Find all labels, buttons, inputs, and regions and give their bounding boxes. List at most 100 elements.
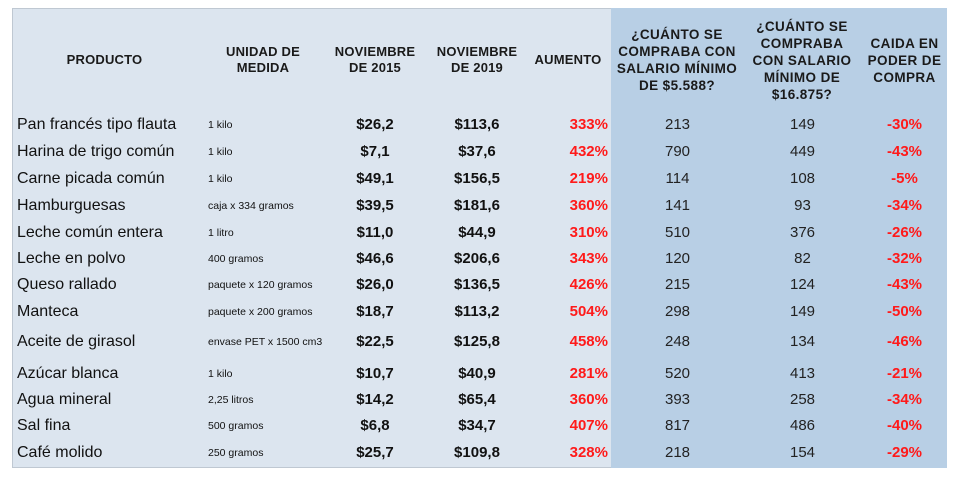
cell-cuanto-new: 108 — [789, 170, 816, 187]
header-unidad: UNIDAD DE MEDIDA — [225, 44, 301, 75]
cell-caida: -34% — [886, 391, 923, 408]
cell-nov2019: $37,6 — [458, 143, 496, 160]
cell-producto: Hamburguesas — [17, 197, 126, 214]
cell-caida: -21% — [886, 365, 923, 382]
cell-unidad: 1 litro — [208, 227, 234, 239]
cell-caida: -26% — [886, 224, 923, 241]
cell-nov2015: $46,6 — [356, 250, 394, 267]
cell-nov2019: $136,5 — [454, 276, 500, 293]
cell-aumento: 310% — [569, 224, 608, 241]
cell-producto: Queso rallado — [17, 276, 117, 293]
cell-cuanto-min: 114 — [665, 170, 690, 187]
cell-producto: Leche común entera — [17, 224, 163, 241]
cell-aumento: 219% — [569, 170, 608, 187]
table-row: Agua mineral 2,25 litros $14,2 $65,4 360% 393… — [0, 387, 960, 413]
cell-nov2015: $26,2 — [356, 116, 394, 133]
cell-cuanto-min: 817 — [664, 417, 691, 434]
cell-caida: -29% — [886, 444, 923, 461]
cell-cuanto-new: 413 — [789, 365, 816, 382]
cell-aumento: 360% — [569, 391, 608, 408]
cell-caida: -32% — [886, 250, 923, 267]
cell-nov2015: $10,7 — [356, 365, 394, 382]
cell-nov2015: $14,2 — [356, 391, 394, 408]
cell-aumento: 281% — [569, 365, 608, 382]
cell-cuanto-new: 149 — [789, 303, 816, 320]
cell-unidad: 1 kilo — [208, 146, 233, 158]
cell-unidad: 2,25 litros — [208, 394, 254, 406]
cell-cuanto-new: 486 — [789, 417, 816, 434]
cell-nov2019: $206,6 — [454, 250, 500, 267]
cell-aumento: 504% — [569, 303, 608, 320]
cell-aumento: 407% — [569, 417, 608, 434]
table-row: Leche en polvo 400 gramos $46,6 $206,6 343% 1… — [0, 246, 960, 272]
header-nov2019: NOVIEMBRE DE 2019 — [436, 44, 518, 75]
cell-nov2015: $49,1 — [356, 170, 394, 187]
cell-caida: -30% — [886, 116, 923, 133]
cell-cuanto-new: 93 — [794, 197, 811, 214]
header-cuanto-min: ¿CUÁNTO SE COMPRABA CON SALARIO MÍNIMO D… — [616, 27, 738, 93]
cell-unidad: 500 gramos — [208, 420, 264, 432]
cell-caida: -43% — [886, 143, 923, 160]
purchasing-power-highlight — [611, 8, 947, 468]
cell-aumento: 328% — [569, 444, 608, 461]
cell-cuanto-min: 520 — [664, 365, 691, 382]
cell-caida: -34% — [886, 197, 923, 214]
cell-nov2019: $109,8 — [454, 444, 500, 461]
cell-aumento: 458% — [569, 333, 608, 350]
cell-nov2015: $39,5 — [356, 197, 394, 214]
cell-cuanto-new: 376 — [789, 224, 816, 241]
table-row: Hamburguesas caja x 334 gramos $39,5 $181,6… — [0, 193, 960, 219]
cell-cuanto-min: 218 — [664, 444, 691, 461]
cell-unidad: caja x 334 gramos — [208, 200, 294, 212]
cell-caida: -43% — [886, 276, 923, 293]
cell-cuanto-new: 149 — [789, 116, 816, 133]
cell-nov2015: $22,5 — [356, 333, 394, 350]
cell-producto: Sal fina — [17, 417, 71, 434]
cell-nov2019: $156,5 — [454, 170, 500, 187]
cell-aumento: 426% — [569, 276, 608, 293]
table-row: Café molido 250 gramos $25,7 $109,8 328% 218 1… — [0, 440, 960, 466]
cell-aumento: 432% — [569, 143, 608, 160]
table-row: Carne picada común 1 kilo $49,1 $156,5 219% 1… — [0, 166, 960, 192]
cell-nov2019: $34,7 — [458, 417, 496, 434]
cell-unidad: 250 gramos — [208, 447, 264, 459]
header-producto: PRODUCTO — [66, 52, 143, 67]
cell-cuanto-new: 154 — [789, 444, 816, 461]
cell-cuanto-min: 141 — [664, 197, 691, 214]
cell-aumento: 360% — [569, 197, 608, 214]
cell-nov2015: $11,0 — [356, 224, 394, 241]
cell-unidad: paquete x 200 gramos — [208, 306, 313, 318]
cell-cuanto-new: 258 — [789, 391, 816, 408]
cell-producto: Carne picada común — [17, 170, 165, 187]
cell-cuanto-min: 510 — [664, 224, 691, 241]
cell-nov2015: $25,7 — [356, 444, 394, 461]
cell-cuanto-min: 215 — [664, 276, 691, 293]
cell-nov2015: $7,1 — [360, 143, 390, 160]
cell-nov2019: $44,9 — [458, 224, 496, 241]
cell-nov2019: $40,9 — [458, 365, 496, 382]
header-aumento: AUMENTO — [534, 52, 602, 67]
cell-caida: -40% — [886, 417, 923, 434]
cell-cuanto-min: 393 — [664, 391, 691, 408]
header-caida: CAIDA EN PODER DE COMPRA — [867, 35, 942, 85]
cell-unidad: 1 kilo — [208, 119, 233, 131]
cell-producto: Aceite de girasol — [17, 333, 136, 350]
cell-unidad: 400 gramos — [208, 253, 264, 265]
cell-nov2019: $113,2 — [454, 303, 500, 320]
cell-aumento: 343% — [569, 250, 608, 267]
cell-cuanto-new: 134 — [789, 333, 816, 350]
header-nov2015: NOVIEMBRE DE 2015 — [334, 44, 416, 75]
cell-cuanto-new: 82 — [794, 250, 811, 267]
cell-producto: Manteca — [17, 303, 79, 320]
table-row: Leche común entera 1 litro $11,0 $44,9 310% 5… — [0, 220, 960, 246]
cell-cuanto-min: 213 — [664, 116, 691, 133]
cell-cuanto-min: 790 — [664, 143, 691, 160]
cell-producto: Pan francés tipo flauta — [17, 116, 177, 133]
cell-cuanto-new: 449 — [789, 143, 816, 160]
cell-nov2015: $18,7 — [356, 303, 394, 320]
cell-nov2019: $65,4 — [458, 391, 496, 408]
cell-caida: -50% — [886, 303, 923, 320]
cell-aumento: 333% — [569, 116, 608, 133]
table-row: Queso rallado paquete x 120 gramos $26,0 $1… — [0, 272, 960, 298]
cell-nov2019: $125,8 — [454, 333, 500, 350]
